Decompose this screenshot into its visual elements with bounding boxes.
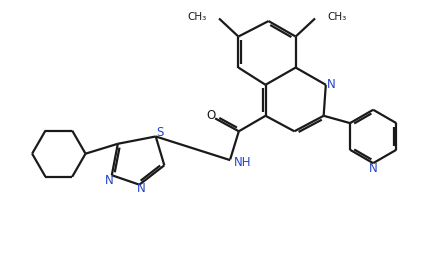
Text: N: N — [105, 174, 114, 187]
Text: N: N — [369, 162, 378, 175]
Text: S: S — [156, 126, 163, 139]
Text: O: O — [206, 109, 216, 122]
Text: N: N — [327, 78, 335, 91]
Text: NH: NH — [234, 156, 251, 169]
Text: CH₃: CH₃ — [188, 12, 207, 22]
Text: N: N — [137, 183, 146, 196]
Text: CH₃: CH₃ — [327, 12, 346, 22]
